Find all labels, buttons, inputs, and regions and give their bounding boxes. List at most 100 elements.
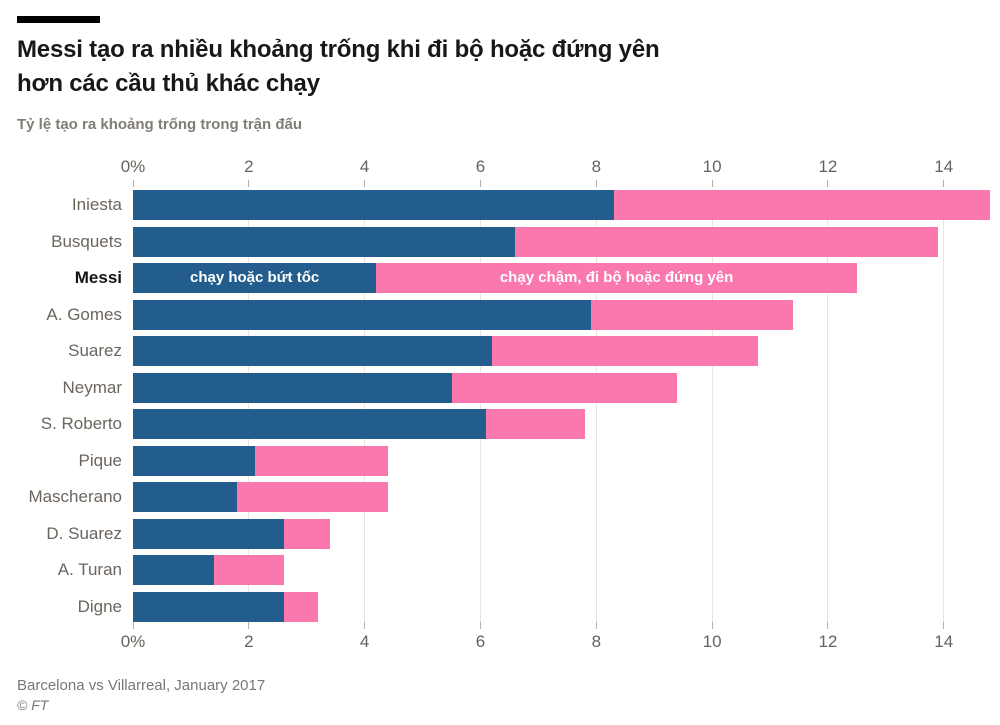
bar-segment-walk-stand xyxy=(590,299,794,330)
bar-row: A. Turan xyxy=(58,555,993,585)
ft-credit: © FT xyxy=(17,697,49,713)
axis-tick-mark xyxy=(711,621,713,629)
axis-tick-label: 0% xyxy=(120,157,146,176)
brand-accent-bar xyxy=(17,16,100,23)
axis-tick-mark xyxy=(479,180,481,187)
axis-tick-mark xyxy=(248,621,250,629)
axis-tick-mark xyxy=(364,180,366,187)
axis-tick-mark xyxy=(595,621,597,629)
axis-tick-label: 12 xyxy=(818,631,838,651)
bar-row: Digne xyxy=(78,591,993,622)
gridline xyxy=(595,190,597,622)
axis-tick-label: 6 xyxy=(475,631,486,651)
axis-tick-label: 2 xyxy=(244,631,254,651)
gridline xyxy=(943,190,945,622)
category-label: D. Suarez xyxy=(46,523,122,543)
axis-tick-label: 14 xyxy=(934,631,954,651)
bar-segment-run-sprint: chạy hoặc bứt tốc xyxy=(133,263,377,293)
bar-segment-walk-stand xyxy=(214,555,284,585)
bar-segment-walk-stand xyxy=(515,226,938,257)
axis-tick-mark xyxy=(943,180,945,187)
gridline xyxy=(827,190,829,622)
bar-row: A. Gomes xyxy=(46,299,993,330)
category-label: Neymar xyxy=(62,377,122,397)
x-axis-bottom: 0% 2 4 6 8 10 12 14 xyxy=(121,621,993,654)
bar-row: S. Roberto xyxy=(41,409,993,439)
bar-row: Busquets xyxy=(51,226,993,257)
bar-segment-walk-stand xyxy=(486,409,585,439)
chart-title: Messi tạo ra nhiều khoảng trống khi đi b… xyxy=(17,33,980,101)
category-label: Busquets xyxy=(51,231,122,251)
bar-segment-walk-stand xyxy=(254,445,388,476)
bar-segment-run-sprint xyxy=(133,299,591,330)
bar-row: Messi chạy hoặc bứt tốc chạy chậm, đi bộ h… xyxy=(75,263,993,293)
category-label: Messi xyxy=(74,268,122,287)
axis-tick-mark xyxy=(132,180,134,187)
bar-segment-walk-stand xyxy=(283,591,319,622)
axis-tick-mark xyxy=(248,180,250,187)
chart-footer: Barcelona vs Villarreal, January 2017 © … xyxy=(17,676,265,714)
gridline xyxy=(711,190,713,622)
bar-segment-walk-stand xyxy=(492,336,759,366)
gridline xyxy=(479,190,481,622)
bar-segment-walk-stand xyxy=(237,482,388,512)
bar-segment-run-sprint xyxy=(133,555,215,585)
source-note: Barcelona vs Villarreal, January 2017 xyxy=(17,677,266,694)
series-inline-label: chạy chậm, đi bộ hoặc đứng yên xyxy=(499,269,734,286)
bar-segment-run-sprint xyxy=(133,190,614,220)
axis-tick-label: 10 xyxy=(702,157,722,176)
gridline xyxy=(248,190,250,622)
bar-row: Neymar xyxy=(62,372,993,403)
axis-tick-label: 4 xyxy=(359,157,370,176)
bar-segment-run-sprint xyxy=(133,226,516,257)
category-label: A. Gomes xyxy=(46,304,122,324)
bar-segment-run-sprint xyxy=(133,482,238,512)
axis-tick-mark xyxy=(827,621,829,629)
bar-segment-run-sprint xyxy=(133,591,284,622)
axis-tick-label: 12 xyxy=(818,157,838,176)
chart-title-line1: Messi tạo ra nhiều khoảng trống khi đi b… xyxy=(17,36,660,63)
bar-segment-run-sprint xyxy=(133,409,487,439)
bar-segment-walk-stand xyxy=(613,190,991,220)
x-axis-top: 0% 2 4 6 8 10 12 14 xyxy=(121,155,993,187)
axis-tick-mark xyxy=(943,621,945,629)
axis-tick-label: 10 xyxy=(702,631,722,651)
category-label: S. Roberto xyxy=(40,414,122,433)
axis-tick-label: 8 xyxy=(591,157,602,176)
axis-tick-mark xyxy=(827,180,829,187)
axis-tick-label: 0% xyxy=(120,631,146,651)
gridline xyxy=(364,190,366,622)
bar-segment-run-sprint xyxy=(133,372,452,403)
bar-row: Suarez xyxy=(68,336,993,366)
axis-tick-mark xyxy=(364,621,366,629)
category-label: Mascherano xyxy=(28,487,122,506)
axis-tick-label: 4 xyxy=(359,631,370,651)
axis-tick-mark xyxy=(132,621,134,629)
category-label: Pique xyxy=(78,450,122,470)
bars-area: Iniesta Busquets Messi chạy hoặc bứt tốc chạ… xyxy=(28,190,993,622)
bar-segment-walk-stand xyxy=(451,372,678,403)
bar-segment-run-sprint xyxy=(133,518,284,549)
bar-row: Pique xyxy=(79,445,993,476)
axis-tick-mark xyxy=(595,180,597,187)
axis-tick-mark xyxy=(711,180,713,187)
axis-tick-label: 14 xyxy=(934,157,954,176)
category-label: Suarez xyxy=(68,341,122,360)
bar-segment-walk-stand xyxy=(283,518,330,549)
axis-tick-label: 2 xyxy=(244,157,254,176)
series-inline-label: chạy hoặc bứt tốc xyxy=(189,269,320,286)
category-label: A. Turan xyxy=(57,560,122,579)
stacked-bar-chart: 0% 2 4 6 8 10 12 14 Iniesta Busquets Messi chạy ho… xyxy=(0,155,1000,654)
bar-segment-run-sprint xyxy=(133,336,493,366)
axis-tick-mark xyxy=(479,621,481,629)
bar-row: D. Suarez xyxy=(46,518,993,549)
chart-title-line2: hơn các cầu thủ khác chạy xyxy=(17,70,320,97)
axis-tick-label: 8 xyxy=(591,631,602,651)
bar-segment-walk-stand: chạy chậm, đi bộ hoặc đứng yên xyxy=(376,263,857,293)
chart-subtitle: Tỷ lệ tạo ra khoảng trống trong trận đấu xyxy=(17,116,303,133)
bar-row: Mascherano xyxy=(28,482,993,512)
bar-row: Iniesta xyxy=(72,190,993,220)
category-label: Iniesta xyxy=(71,195,122,214)
axis-tick-label: 6 xyxy=(475,157,486,176)
